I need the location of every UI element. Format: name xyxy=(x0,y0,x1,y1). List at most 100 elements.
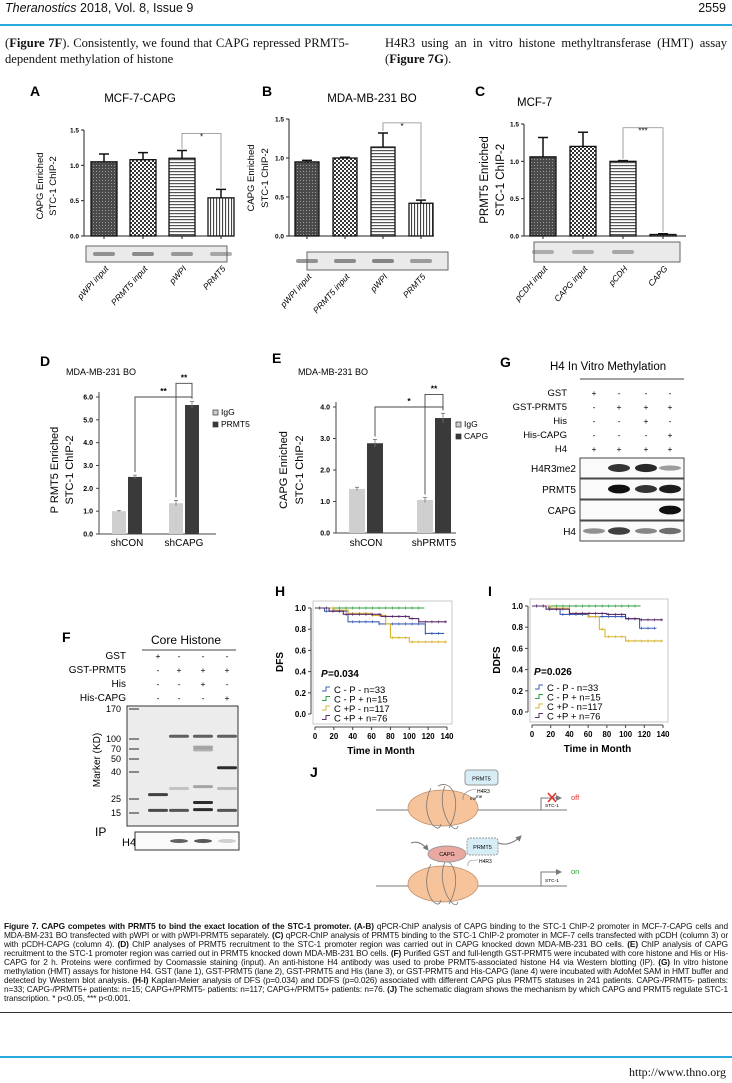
lane-sign: + xyxy=(592,388,597,398)
y-tick-label: 1.0 xyxy=(512,602,524,611)
bar xyxy=(529,156,557,237)
x-tick-label: PRMT5 input xyxy=(109,263,150,307)
gel-band xyxy=(193,745,213,749)
significance-label: * xyxy=(200,133,203,142)
x-tick-label: 20 xyxy=(546,730,555,739)
error-bar xyxy=(373,439,377,448)
marker-band xyxy=(129,748,139,750)
y-tick-label: 0.0 xyxy=(320,531,330,538)
binding-arrow xyxy=(410,841,429,851)
legend-label: IgG xyxy=(221,407,235,417)
bold-text: Figure 7G xyxy=(389,52,444,66)
coomassie-gel xyxy=(126,705,239,827)
lane-sign: + xyxy=(592,444,597,454)
panel-c-chart: C MCF-7 PRMT5 Enriched STC-1 ChIP-2 0.0 0.5 1.… xyxy=(475,83,686,304)
blocked-x-icon xyxy=(547,792,557,803)
plot-frame xyxy=(312,600,453,725)
y-tick-label: 0.0 xyxy=(510,234,519,241)
blot-band xyxy=(608,464,630,472)
bar-capg xyxy=(435,418,451,533)
lane-sign: - xyxy=(593,402,596,412)
lane-sign: - xyxy=(593,416,596,426)
lane-sign: + xyxy=(225,693,230,703)
legend-swatch xyxy=(535,694,543,699)
y-tick-label: 3.0 xyxy=(320,436,330,443)
x-tick-label: pWPI xyxy=(166,263,188,286)
y-tick-label: 1.0 xyxy=(275,156,284,163)
panel-letter: H xyxy=(275,583,285,599)
lane-sign: - xyxy=(202,651,205,661)
error-bar xyxy=(416,199,426,204)
text-run: Purified GST and full-length GST-PRMT5 w… xyxy=(4,948,728,968)
text-run: Kaplan-Meier analysis of DFS (p=0.034) a… xyxy=(4,975,728,995)
bold-text: Figure 7F xyxy=(9,36,63,50)
survival-curve xyxy=(315,607,447,643)
x-tick-label: shCAPG xyxy=(165,538,204,549)
legend-label: C +P + n=76 xyxy=(547,712,600,723)
error-bar xyxy=(216,188,226,198)
gel-band xyxy=(372,259,394,263)
lane-sign: + xyxy=(644,444,649,454)
condition-label: GST xyxy=(105,651,126,662)
marker-size-label: 40 xyxy=(111,767,121,777)
marker-size-label: 50 xyxy=(111,754,121,764)
lane-sign: - xyxy=(226,679,229,689)
panel-e-chart: E MDA-MB-231 BO CAPG Enriched STC-1 ChIP-2 0… xyxy=(272,350,488,549)
gel-band xyxy=(148,808,168,812)
legend-label: C +P + n=76 xyxy=(334,714,387,725)
lane-sign: + xyxy=(668,402,673,412)
x-axis-label: Time in Month xyxy=(564,744,632,755)
capg-label: CAPG xyxy=(439,852,455,858)
significance-bracket xyxy=(382,122,422,199)
y-tick-label: 4.0 xyxy=(83,440,93,447)
prmt5-label: PRMT5 xyxy=(473,845,492,851)
blot-band xyxy=(194,839,212,843)
y-tick-label: 1.5 xyxy=(70,128,79,135)
gel-band xyxy=(193,801,213,805)
capg-oval xyxy=(427,845,467,863)
significance-label: * xyxy=(400,122,403,131)
marker-band xyxy=(129,738,139,740)
lane-sign: - xyxy=(618,416,621,426)
gel-band xyxy=(217,787,237,791)
bar xyxy=(294,161,320,237)
bold-text: (H-I) xyxy=(132,975,149,986)
plot-frame xyxy=(529,598,669,723)
condition-label: GST-PRMT5 xyxy=(69,665,127,676)
lane-sign: + xyxy=(156,651,161,661)
text-run: qPCR-ChIP analysis of CAPG binding to th… xyxy=(4,921,728,941)
y-tick-label: 3.0 xyxy=(83,463,93,470)
y-axis-label: STC-1 ChIP-2 xyxy=(495,144,507,216)
legend-swatch xyxy=(322,696,330,701)
blot-band xyxy=(659,527,681,535)
gene-label: STC-1 xyxy=(545,803,559,809)
x-tick-label: 120 xyxy=(638,730,652,739)
gel-band xyxy=(169,808,189,812)
x-tick-label: shCON xyxy=(111,538,144,549)
y-axis-label: CAPG Enriched xyxy=(246,144,257,211)
header-divider xyxy=(0,24,732,26)
error-bar xyxy=(441,412,445,423)
gel-band xyxy=(210,252,232,256)
error-bar xyxy=(302,159,312,162)
x-tick-label: 80 xyxy=(386,732,395,741)
state-off-label: off xyxy=(571,793,580,802)
text-run: qPCR-ChIP analysis of PRMT5 binding to t… xyxy=(4,930,728,950)
gel-band xyxy=(334,259,356,263)
state-on-label: on xyxy=(571,867,579,876)
footer-url[interactable]: http://www.thno.org xyxy=(628,1065,726,1079)
lane-sign: - xyxy=(178,651,181,661)
legend-label: C - P + n=15 xyxy=(547,693,601,704)
gel-band xyxy=(217,808,237,812)
gel-band xyxy=(171,252,193,256)
panel-letter: D xyxy=(40,353,50,369)
gel-band xyxy=(217,766,237,770)
prmt5-box xyxy=(464,769,499,786)
y-tick-label: 0.6 xyxy=(512,644,524,653)
legend-swatch xyxy=(455,433,462,440)
text-run: H4R3 using an in vitro histone methyltra… xyxy=(385,36,727,66)
lane-sign: + xyxy=(177,665,182,675)
x-tick-label: PRMT5 xyxy=(201,263,228,291)
body-text-column-1: (Figure 7F). Consistently, we found that… xyxy=(5,35,349,67)
blot-band xyxy=(659,465,681,471)
